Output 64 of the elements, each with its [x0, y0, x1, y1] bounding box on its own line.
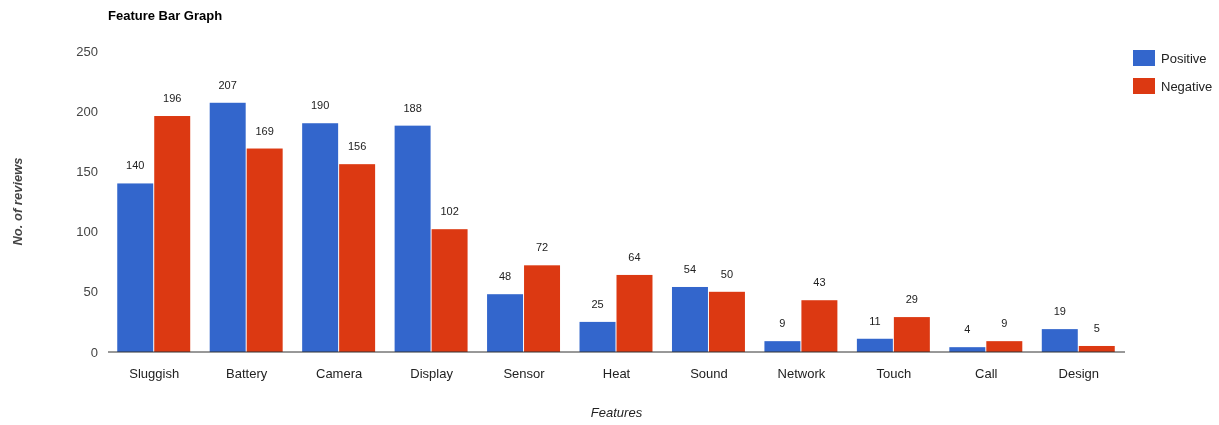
bar — [579, 321, 616, 352]
data-label: 64 — [628, 250, 641, 263]
bar — [487, 294, 524, 352]
y-tick-label: 200 — [76, 103, 98, 119]
bar — [394, 125, 431, 352]
x-axis-title: Features — [590, 405, 643, 420]
data-label: 19 — [1053, 305, 1066, 318]
data-label: 50 — [720, 267, 734, 280]
bar — [893, 317, 930, 352]
data-label: 156 — [347, 140, 367, 153]
bar — [616, 274, 653, 352]
data-label: 48 — [498, 270, 512, 283]
data-label: 190 — [310, 99, 330, 112]
bar — [708, 291, 745, 352]
x-tick-label: Sound — [690, 366, 728, 381]
bar — [154, 116, 191, 352]
bar — [339, 164, 376, 352]
data-label: 5 — [1093, 321, 1100, 334]
x-tick-label: Camera — [316, 366, 364, 381]
data-label: 54 — [683, 262, 697, 275]
x-tick-label: Heat — [602, 366, 631, 381]
data-label: 9 — [1001, 317, 1008, 330]
x-tick-label: Network — [777, 366, 826, 381]
x-tick-label: Sluggish — [129, 366, 180, 381]
x-tick-label: Design — [1058, 366, 1100, 381]
bar — [302, 123, 339, 352]
bar — [209, 102, 246, 352]
bar — [524, 265, 561, 352]
bar — [986, 341, 1023, 352]
data-label: 4 — [964, 323, 971, 336]
data-label: 188 — [403, 101, 422, 114]
y-tick-label: 250 — [76, 43, 98, 59]
y-tick-label: 50 — [83, 284, 98, 300]
data-label: 196 — [163, 92, 182, 105]
bar — [246, 148, 283, 352]
bar — [801, 300, 838, 352]
bar — [431, 229, 468, 352]
data-label: 43 — [813, 276, 826, 289]
data-label: 140 — [126, 159, 145, 172]
data-label: 72 — [535, 241, 549, 254]
y-tick-label: 100 — [76, 224, 98, 240]
bar — [671, 286, 708, 352]
bar — [764, 341, 801, 352]
x-tick-label: Call — [975, 366, 998, 381]
x-tick-label: Battery — [226, 366, 268, 381]
data-label: 102 — [440, 205, 459, 218]
data-label: 207 — [218, 78, 237, 91]
data-label: 25 — [591, 297, 604, 310]
bar — [856, 338, 893, 352]
y-axis-title: No. of reviews — [10, 157, 25, 246]
chart-title: Feature Bar Graph — [108, 8, 223, 23]
data-label: 9 — [779, 317, 786, 330]
x-tick-label: Display — [410, 366, 454, 381]
data-label: 11 — [869, 314, 881, 327]
bar — [117, 183, 154, 352]
y-tick-label: 150 — [76, 163, 98, 179]
y-tick-label: 0 — [90, 344, 98, 360]
legend-label: Negative — [1161, 78, 1213, 94]
data-label: 169 — [255, 124, 274, 137]
legend-label: Positive — [1161, 50, 1207, 66]
bar — [1041, 329, 1078, 352]
data-label: 29 — [905, 293, 918, 306]
x-tick-label: Touch — [876, 366, 912, 381]
x-tick-label: Sensor — [503, 366, 546, 381]
